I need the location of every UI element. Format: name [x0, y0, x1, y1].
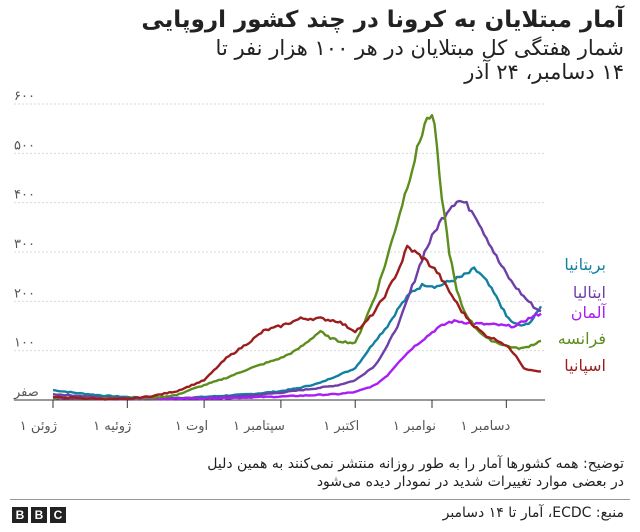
- grid-lines: [14, 103, 545, 401]
- y-tick-label: ۴۰۰: [14, 188, 35, 203]
- legend-label: ایتالیا: [573, 283, 606, 302]
- chart-title: آمار مبتلایان به کرونا در چند کشور اروپا…: [141, 7, 624, 33]
- legend-label: اسپانیا: [564, 356, 606, 376]
- y-tick-label: ۳۰۰: [14, 237, 35, 252]
- y-axis-ticks: صفر ۱۰۰ ۲۰۰ ۳۰۰ ۴۰۰ ۵۰۰ ۶۰۰: [13, 89, 39, 400]
- legend-label: فرانسه: [558, 329, 606, 349]
- series-line: [52, 114, 542, 400]
- y-tick-label: ۵۰۰: [14, 138, 35, 153]
- x-tick-label: ۱ نوامبر: [393, 419, 436, 434]
- legend-label: بریتانیا: [564, 255, 606, 275]
- source-text: منبع: ECDC، آمار تا ۱۴ دسامبر: [442, 505, 624, 521]
- series-line: [52, 244, 541, 401]
- footnote-line1: توضیح: همه کشورها آمار را به طور روزانه …: [207, 456, 624, 472]
- series-lines: [52, 114, 543, 401]
- x-tick-label: ۱ اوت: [175, 419, 208, 434]
- x-tick-label: ۱ سپتامبر: [233, 419, 285, 434]
- bbc-logo-letter: B: [31, 507, 47, 523]
- y-tick-label: ۲۰۰: [14, 286, 35, 301]
- footer-divider: [10, 499, 630, 500]
- bbc-logo: B B C: [12, 507, 66, 523]
- y-tick-label: ۱۰۰: [14, 336, 35, 351]
- series-line: [52, 312, 542, 401]
- series-line: [52, 199, 542, 401]
- x-tick-label: ۱ دسامبر: [460, 419, 510, 434]
- x-tick-label: ۱ ژوئن: [20, 419, 57, 434]
- x-tick-label: ۱ ژوئیه: [93, 419, 131, 434]
- legend-label: آلمان: [571, 303, 608, 322]
- bbc-logo-letter: C: [50, 507, 66, 523]
- x-axis-ticks: ۱ ژوئن ۱ ژوئیه ۱ اوت ۱ سپتامبر ۱ اکتبر ۱ نوام…: [20, 400, 511, 434]
- y-tick-label: صفر: [13, 385, 39, 400]
- bbc-logo-letter: B: [12, 507, 28, 523]
- chart-subtitle-line2: ۱۴ دسامبر، ۲۴ آذر: [464, 60, 624, 84]
- footnote-line2: در بعضی موارد تغییرات شدید در نمودار دید…: [316, 474, 624, 490]
- footnote: توضیح: همه کشورها آمار را به طور روزانه …: [16, 455, 624, 491]
- x-tick-label: ۱ اکتبر: [323, 419, 359, 434]
- series-line: [52, 266, 543, 400]
- chart-subtitle-line1: شمار هفتگی کل مبتلایان در هر ۱۰۰ هزار نف…: [215, 36, 624, 60]
- y-tick-label: ۶۰۰: [14, 89, 35, 104]
- title-block: آمار مبتلایان به کرونا در چند کشور اروپا…: [16, 4, 624, 84]
